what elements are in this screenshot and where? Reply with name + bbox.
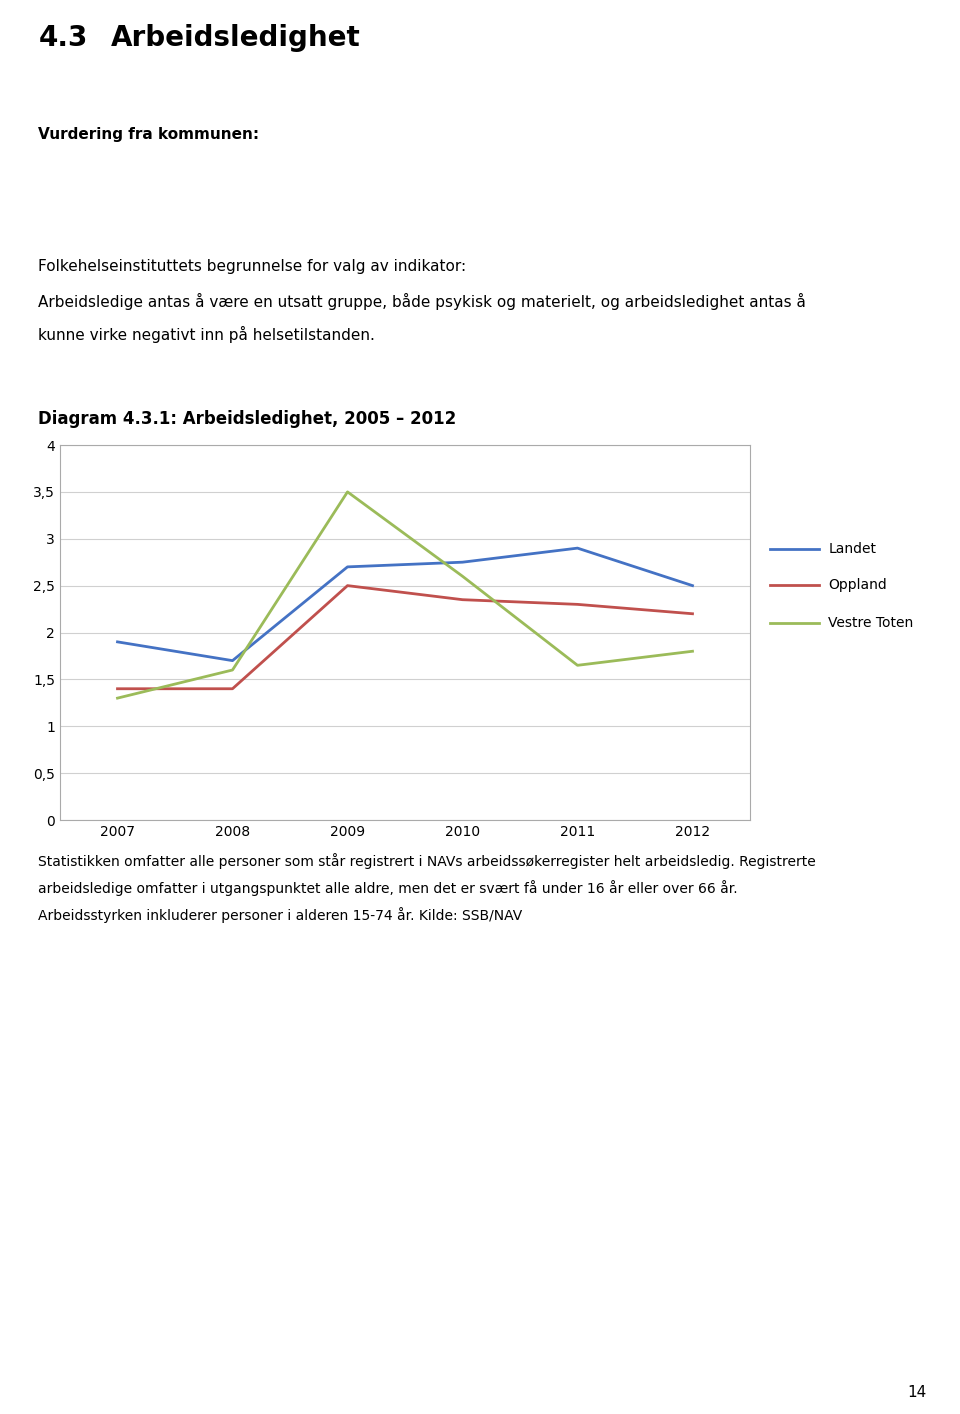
Text: Landet: Landet xyxy=(828,542,876,556)
Text: kunne virke negativt inn på helsetilstanden.: kunne virke negativt inn på helsetilstan… xyxy=(38,325,375,342)
Text: Arbeidsstyrken inkluderer personer i alderen 15-74 år. Kilde: SSB/NAV: Arbeidsstyrken inkluderer personer i ald… xyxy=(38,908,522,923)
Text: Vestre Toten: Vestre Toten xyxy=(828,617,914,631)
Text: 14: 14 xyxy=(907,1384,926,1400)
Text: 4.3: 4.3 xyxy=(38,24,87,51)
Text: Oppland: Oppland xyxy=(828,578,887,592)
Text: Folkehelseinstituttets begrunnelse for valg av indikator:: Folkehelseinstituttets begrunnelse for v… xyxy=(38,259,467,274)
Text: Arbeidsledige antas å være en utsatt gruppe, både psykisk og materielt, og arbei: Arbeidsledige antas å være en utsatt gru… xyxy=(38,293,806,310)
Text: Vurdering fra kommunen:: Vurdering fra kommunen: xyxy=(38,127,259,143)
Text: Statistikken omfatter alle personer som står registrert i NAVs arbeidssøkerregis: Statistikken omfatter alle personer som … xyxy=(38,854,816,870)
Text: Arbeidsledighet: Arbeidsledighet xyxy=(110,24,360,51)
Text: Diagram 4.3.1: Arbeidsledighet, 2005 – 2012: Diagram 4.3.1: Arbeidsledighet, 2005 – 2… xyxy=(38,410,457,428)
Text: arbeidsledige omfatter i utgangspunktet alle aldre, men det er svært få under 16: arbeidsledige omfatter i utgangspunktet … xyxy=(38,881,738,896)
